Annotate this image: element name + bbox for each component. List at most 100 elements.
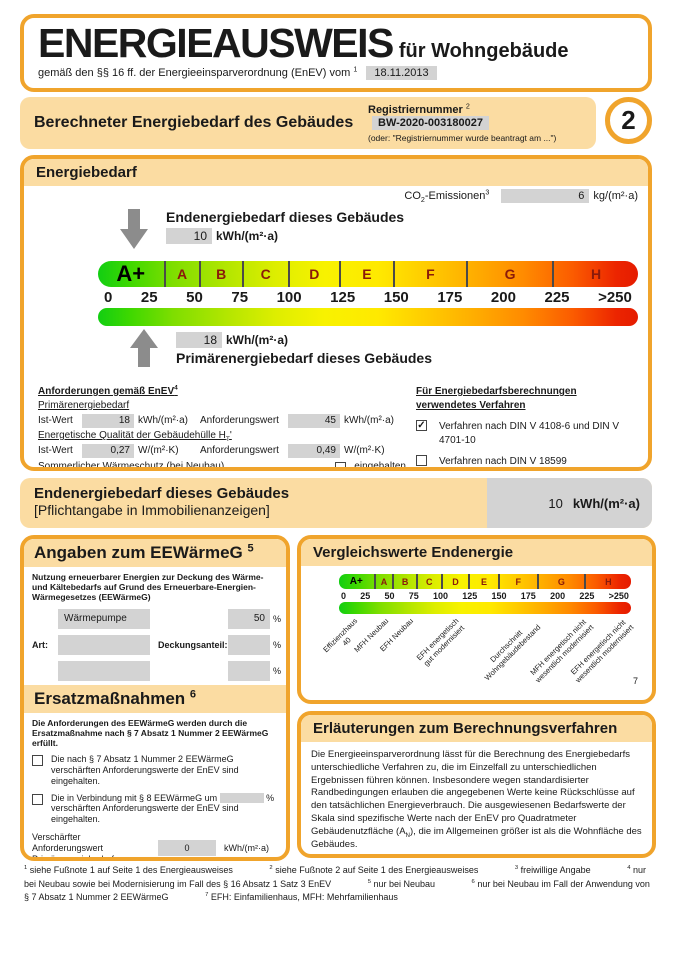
- scale-tick: 75: [231, 289, 249, 306]
- scale-tick: 150: [383, 289, 409, 306]
- scale-segment: F: [395, 261, 468, 287]
- percent-sign: %: [273, 665, 282, 676]
- verfahren-label: Verfahren nach DIN V 4108-6 und DIN V 47…: [439, 421, 620, 446]
- footnote: 2 siehe Fußnote 2 auf Seite 1 des Energi…: [269, 865, 479, 875]
- comparison-tick-labels: 0 25 50 75 100 125 150 175 200 225 >250: [339, 589, 631, 602]
- anforderung-value-field[interactable]: 45: [288, 414, 340, 428]
- co2-label: CO2-Emissionen3: [404, 188, 490, 205]
- percent-sign: %: [273, 613, 282, 624]
- art-field[interactable]: Wärmepumpe: [58, 608, 150, 629]
- co2-unit: kg/(m²·a): [593, 190, 638, 202]
- primaerenergie-value-row: 18 kWh/(m²·a): [176, 332, 432, 348]
- registration-block: Registriernummer 2 BW-2020-003180027 (od…: [368, 102, 582, 142]
- scale-class-label: C: [425, 576, 433, 587]
- share-field[interactable]: 50: [228, 608, 270, 629]
- primaerenergie-value-field[interactable]: 18: [176, 332, 222, 348]
- scale-tick: 50: [384, 590, 395, 601]
- endband-value: 10: [548, 495, 563, 511]
- footnote: 4 nur bei Neubau sowie bei Modernisierun…: [24, 865, 646, 889]
- anforderung-unit: kWh/(m²·a): [344, 415, 394, 426]
- ist-value-field[interactable]: 18: [82, 414, 134, 428]
- scale-segment: A+: [339, 574, 376, 589]
- anforderungswert-label: Anforderungswert: [200, 445, 279, 456]
- scale-class-label: A+: [116, 261, 146, 286]
- footnote-marker: 7: [632, 676, 638, 686]
- comparison-gradient-bar: [339, 602, 631, 614]
- anforderung-value-field[interactable]: 0,49: [288, 444, 340, 458]
- endenergie-value-field[interactable]: 10: [166, 228, 212, 244]
- erlaeuterungen-header: Erläuterungen zum Berechnungsverfahren: [301, 715, 652, 742]
- ersatz-checkbox-1[interactable]: [32, 755, 43, 767]
- down-arrow-icon: [120, 209, 148, 249]
- eingehalten-label: eingehalten: [354, 461, 406, 471]
- ist-label: Ist-Wert: [38, 415, 73, 426]
- enev-requirements-title: Anforderungen gemäß EnEV4: [38, 384, 178, 397]
- art-field[interactable]: [58, 660, 150, 681]
- footnote: 3 freiwillige Angabe: [514, 865, 591, 875]
- scale-tick: >250: [608, 590, 629, 601]
- share-field[interactable]: [228, 660, 270, 681]
- scale-class-label: A+: [349, 576, 363, 587]
- scale-segment: A: [376, 574, 395, 589]
- law-reference-text: gemäß den §§ 16 ff. der Energieeinsparve…: [38, 67, 351, 80]
- scale-tick: 50: [186, 289, 203, 306]
- verschaerft-primaer-field[interactable]: 0: [158, 840, 216, 857]
- scale-tick: 150: [491, 590, 507, 601]
- registration-line: Registriernummer 2 BW-2020-003180027: [368, 102, 582, 130]
- art-label: Art:: [32, 639, 48, 650]
- endband-value-field[interactable]: 10 kWh/(m²·a): [487, 478, 652, 528]
- certificate-header: ENERGIEAUSWEIS für Wohngebäude gemäß den …: [20, 14, 652, 92]
- scale-tick: 225: [544, 289, 570, 306]
- checkmark: ✓: [417, 419, 426, 431]
- eewaermeg-content: Nutzung erneuerbarer Energien zur Deckun…: [24, 567, 286, 685]
- comparison-class-band: A+ A B C D E F G H: [339, 574, 631, 589]
- scale-segment: G: [468, 261, 555, 287]
- ersatz-check-item: Die in Verbindung mit § 8 EEWärmeG um % …: [32, 793, 278, 825]
- scale-class-label: H: [605, 576, 612, 587]
- energiebedarf-title: Energiebedarf: [36, 164, 137, 181]
- footnote-marker: 1: [353, 65, 358, 74]
- footnote: 1 siehe Fußnote 1 auf Seite 1 des Energi…: [24, 865, 233, 875]
- co2-emissions-row: CO2-Emissionen3 6 kg/(m²·a): [34, 188, 638, 205]
- endband-subtitle: [Pflichtangabe in Immobilienanzeigen]: [34, 502, 270, 518]
- verfahren-checkbox[interactable]: ✓: [416, 420, 427, 431]
- page-number: 2: [621, 105, 636, 135]
- energiebedarf-content: CO2-Emissionen3 6 kg/(m²·a) Endenergiebe…: [24, 186, 648, 471]
- scale-segment: H: [554, 261, 638, 287]
- ersatz-check-item: Die nach § 7 Absatz 1 Nummer 2 EEWärmeG …: [32, 754, 278, 786]
- art-field[interactable]: [58, 634, 150, 655]
- scale-tick: 0: [341, 590, 347, 601]
- scale-class-label: F: [426, 266, 435, 282]
- ersatz-checkbox-2[interactable]: [32, 793, 43, 805]
- footnote: 7 EFH: Einfamilienhaus, MFH: Mehrfamilie…: [205, 892, 398, 902]
- comparison-labels: Effizienzhaus 40 MFH Neubau EFH Neubau E…: [321, 614, 635, 698]
- endband-unit: kWh/(m²·a): [572, 495, 640, 511]
- scale-tick: 225: [579, 590, 595, 601]
- ersatzmassnahmen-content: Die Anforderungen des EEWärmeG werden du…: [24, 713, 286, 857]
- date-field[interactable]: 18.11.2013: [366, 66, 437, 81]
- co2-value-field[interactable]: 6: [501, 189, 590, 203]
- huelle-requirement-row: Ist-Wert 0,27 W/(m²·K) Anforderungswert …: [38, 444, 406, 458]
- endenergie-label: Endenergiebedarf dieses Gebäudes: [166, 209, 405, 225]
- endenergiebedarf-band: Endenergiebedarf dieses Gebäudes [Pflich…: [20, 478, 652, 528]
- ist-label: Ist-Wert: [38, 445, 73, 456]
- scale-segment: H: [586, 574, 631, 589]
- scale-gradient-bar: [98, 308, 638, 326]
- ist-value-field[interactable]: 0,27: [82, 444, 134, 458]
- endband-title: Endenergiebedarf dieses Gebäudes: [34, 485, 290, 502]
- scale-tick: 25: [360, 590, 371, 601]
- erlaeuterungen-section: Erläuterungen zum Berechnungsverfahren D…: [297, 711, 656, 858]
- primaerenergie-unit: kWh/(m²·a): [226, 333, 288, 347]
- endenergie-text: Endenergiebedarf dieses Gebäudes 10 kWh/(…: [166, 209, 404, 244]
- scale-segment: A: [166, 261, 201, 287]
- up-arrow-icon: [130, 329, 158, 367]
- scale-class-label: C: [260, 266, 271, 282]
- share-field[interactable]: [228, 634, 270, 655]
- registration-number-field[interactable]: BW-2020-003180027: [372, 115, 489, 130]
- law-reference-line: gemäß den §§ 16 ff. der Energieeinsparve…: [38, 65, 634, 81]
- scale-segment: G: [539, 574, 586, 589]
- energiebedarf-header: Energiebedarf: [24, 159, 648, 186]
- percent-field[interactable]: [219, 793, 264, 804]
- verfahren-checkbox[interactable]: [416, 455, 427, 466]
- sommer-checkbox[interactable]: [335, 461, 347, 467]
